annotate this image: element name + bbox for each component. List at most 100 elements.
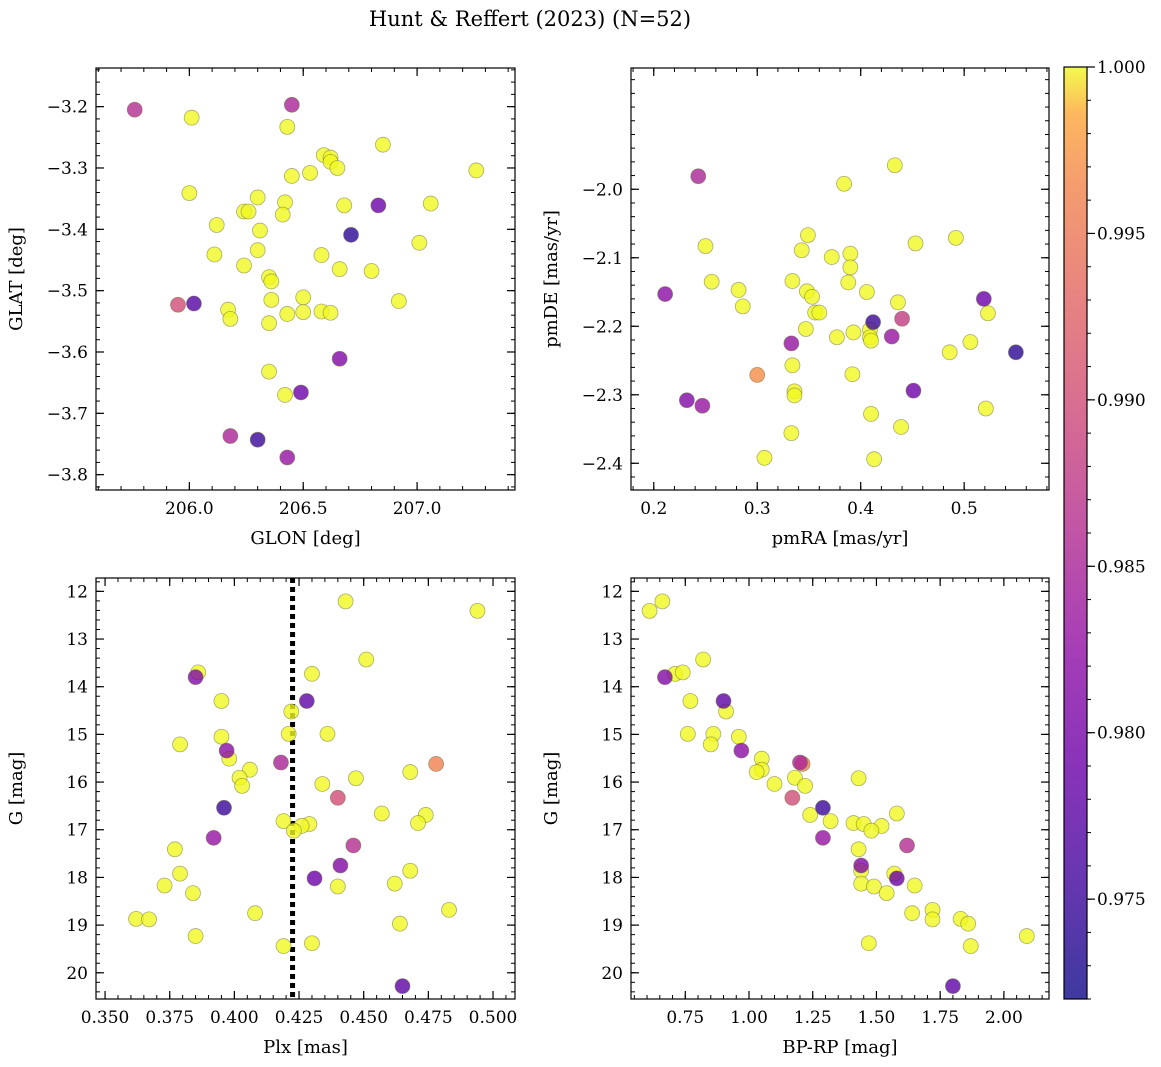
scatter-point — [907, 235, 924, 252]
scatter-point — [240, 203, 257, 220]
scatter-point — [329, 789, 346, 806]
y-tick-label: 16 — [601, 773, 623, 793]
scatter-point — [236, 257, 252, 274]
scatter-point — [1007, 344, 1024, 361]
x-tick-label: 0.375 — [145, 1008, 194, 1028]
scatter-point — [859, 284, 875, 300]
scatter-point — [373, 805, 390, 822]
scatter-point — [402, 862, 419, 879]
scatter-points — [126, 96, 485, 466]
scatter-point — [823, 249, 840, 265]
x-tick-label: 0.4 — [847, 499, 874, 519]
x-tick-label: 207.0 — [393, 499, 442, 519]
y-axis-label: pmDE [mas/yr] — [541, 210, 562, 348]
scatter-point — [815, 799, 831, 816]
scatter-point — [941, 344, 958, 361]
scatter-point — [394, 978, 411, 995]
x-tick-label: 206.5 — [279, 499, 328, 519]
scatter-point — [126, 101, 143, 118]
scatter-point — [883, 328, 900, 345]
scatter-point — [273, 754, 289, 771]
scatter-point — [329, 160, 346, 176]
scatter-point — [674, 664, 691, 681]
scatter-point — [213, 728, 230, 745]
x-tick-label: 1.75 — [921, 1008, 959, 1028]
scatter-point — [783, 425, 800, 442]
scatter-point — [899, 837, 915, 854]
scatter-point — [181, 185, 198, 202]
scatter-point — [860, 935, 877, 952]
scatter-point — [804, 288, 820, 305]
colorbar-tick-label: 1.000 — [1097, 58, 1146, 78]
scatter-point — [784, 789, 801, 806]
scatter-point — [222, 428, 239, 444]
scatter-point — [784, 357, 801, 374]
scatter-point — [822, 813, 839, 830]
y-tick-label: −2.1 — [582, 249, 623, 269]
scatter-point — [863, 332, 879, 349]
y-tick-label: 20 — [66, 964, 88, 984]
scatter-point — [218, 742, 235, 759]
scatter-point — [656, 669, 673, 686]
scatter-point — [208, 217, 225, 233]
scatter-point — [206, 246, 223, 263]
x-tick-label: 0.450 — [339, 1008, 388, 1028]
scatter-point — [815, 829, 831, 846]
panel-2: 0.2 0.3 0.4 0.5 −2.4 −2.3 −2.2 −2.1 −2.0 pmRA [ma… — [541, 67, 1050, 549]
scatter-point — [866, 451, 883, 468]
x-tick-label: 0.5 — [951, 499, 978, 519]
y-tick-label: −2.0 — [582, 180, 623, 200]
scatter-point — [402, 764, 419, 780]
scatter-point — [283, 96, 300, 113]
scatter-point — [348, 770, 364, 787]
scatter-point — [468, 162, 485, 179]
y-tick-label: −3.3 — [47, 159, 88, 179]
scatter-point — [392, 915, 408, 932]
scatter-point — [893, 419, 909, 435]
scatter-point — [730, 728, 747, 745]
scatter-point — [313, 247, 330, 263]
scatter-point — [865, 878, 882, 895]
scatter-point — [924, 911, 941, 928]
y-tick-label: 16 — [66, 773, 88, 793]
scatter-point — [850, 841, 867, 858]
x-tick-label: 1.00 — [730, 1008, 768, 1028]
scatter-point — [422, 195, 439, 212]
scatter-point — [441, 901, 457, 918]
scatter-point — [329, 878, 346, 895]
scatter-point — [263, 273, 280, 290]
scatter-point — [411, 234, 428, 251]
scatter-point — [797, 321, 814, 337]
panel-4: 0.75 1.00 1.25 1.50 1.75 2.00 12 13 14 15 16 17 18 19… — [541, 577, 1050, 1058]
scatter-point — [836, 175, 853, 192]
y-tick-label: 12 — [66, 582, 88, 602]
scatter-point — [304, 935, 320, 952]
scatter-point — [410, 815, 426, 831]
scatter-points — [128, 578, 486, 999]
scatter-point — [386, 875, 403, 892]
x-tick-label: 0.3 — [744, 499, 771, 519]
scatter-point — [904, 905, 921, 922]
scatter-point — [702, 736, 719, 753]
scatter-point — [247, 905, 263, 922]
scatter-point — [792, 754, 808, 771]
y-tick-label: 15 — [601, 725, 623, 745]
scatter-point — [249, 431, 266, 448]
scatter-point — [274, 206, 291, 223]
scatter-point — [695, 651, 712, 668]
scatter-point — [811, 304, 828, 321]
scatter-point — [975, 290, 992, 307]
scatter-point — [888, 805, 905, 822]
y-tick-label: −3.2 — [47, 98, 88, 118]
scatter-point — [279, 306, 296, 322]
x-axis-label: pmRA [mas/yr] — [772, 528, 909, 549]
scatter-point — [800, 227, 816, 244]
scatter-point — [249, 189, 266, 206]
scatter-point — [216, 799, 232, 816]
scatter-point — [748, 764, 765, 780]
scatter-point — [304, 665, 320, 682]
scatter-point — [863, 406, 879, 422]
panel-3: 0.350 0.375 0.400 0.425 0.450 0.475 0.500 12 13 1… — [6, 577, 517, 1058]
scatter-point — [894, 310, 910, 327]
scatter-point — [766, 776, 783, 792]
